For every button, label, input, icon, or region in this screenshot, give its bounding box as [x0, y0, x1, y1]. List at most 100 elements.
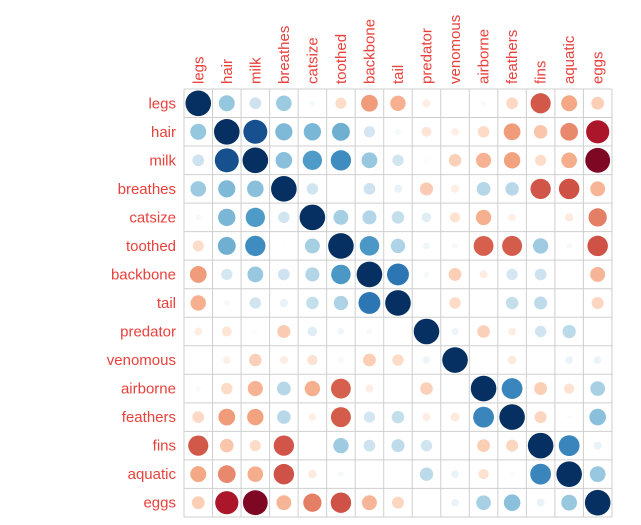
corr-circle-catsize-aquatic: [564, 213, 574, 222]
corr-circle-tail-fins: [534, 296, 548, 310]
row-label-feathers: feathers: [122, 409, 176, 426]
corr-circle-predator-catsize: [307, 326, 318, 337]
corr-circle-aquatic-hair: [217, 465, 236, 484]
corr-circle-eggs-backbone: [361, 495, 377, 511]
corr-circle-breathes-eggs: [590, 181, 606, 197]
row-label-breathes: breathes: [118, 181, 176, 198]
corr-circle-breathes-catsize: [306, 183, 319, 195]
corr-circle-fins-eggs: [593, 441, 602, 450]
corr-circle-toothed-breathes: [282, 244, 286, 248]
corr-circle-breathes-airborne: [476, 181, 491, 196]
corr-circle-legs-airborne: [481, 100, 487, 106]
corr-circle-toothed-fins: [532, 238, 549, 254]
corr-circle-hair-airborne: [477, 126, 490, 138]
corr-circle-eggs-catsize: [303, 493, 322, 512]
corr-circle-feathers-fins: [534, 411, 547, 424]
corr-circle-breathes-aquatic: [558, 178, 580, 200]
column-label-hair: hair: [219, 59, 236, 84]
column-label-backbone: backbone: [361, 19, 378, 84]
corr-circle-tail-feathers: [505, 296, 519, 310]
corr-circle-eggs-venomous: [451, 498, 459, 507]
corr-circle-predator-backbone: [366, 328, 373, 335]
column-label-legs: legs: [190, 56, 207, 84]
corr-circle-aquatic-breathes: [273, 463, 295, 485]
corr-circle-venomous-backbone: [363, 353, 376, 367]
corr-circle-venomous-venomous: [442, 347, 468, 373]
corr-circle-backbone-predator: [423, 271, 430, 278]
corr-circle-fins-hair: [220, 438, 234, 453]
corr-circle-eggs-breathes: [276, 495, 292, 511]
corr-circle-milk-eggs: [585, 147, 611, 173]
correlation-circles: [185, 90, 611, 516]
corr-circle-eggs-fins: [536, 498, 545, 507]
corr-circle-hair-hair: [213, 118, 240, 145]
corr-circle-breathes-toothed: [339, 187, 343, 191]
corr-circle-predator-feathers: [508, 327, 517, 336]
column-label-milk: milk: [247, 57, 264, 84]
corr-circle-legs-feathers: [506, 97, 518, 110]
corr-circle-hair-feathers: [503, 123, 521, 141]
corr-circle-catsize-breathes: [278, 211, 290, 224]
row-label-aquatic: aquatic: [128, 466, 177, 483]
corr-circle-fins-milk: [249, 440, 261, 452]
corr-circle-legs-hair: [218, 95, 235, 112]
corr-circle-catsize-tail: [391, 211, 405, 224]
column-label-toothed: toothed: [333, 34, 350, 84]
row-label-fins: fins: [153, 438, 176, 455]
corr-circle-predator-legs: [194, 327, 203, 336]
corr-circle-breathes-tail: [393, 184, 403, 193]
corr-circle-aquatic-milk: [247, 466, 264, 482]
corr-circle-eggs-airborne: [476, 495, 491, 511]
corr-circle-catsize-toothed: [333, 209, 349, 225]
row-label-eggs: eggs: [143, 495, 176, 512]
corr-circle-predator-aquatic: [562, 324, 576, 339]
corr-circle-eggs-toothed: [330, 492, 352, 513]
corr-circle-fins-airborne: [477, 439, 490, 453]
corr-circle-eggs-hair: [215, 491, 239, 515]
row-label-hair: hair: [151, 124, 176, 141]
corr-circle-tail-tail: [385, 290, 411, 316]
corr-circle-catsize-milk: [245, 207, 265, 228]
corr-circle-aquatic-eggs: [589, 466, 606, 483]
corr-circle-aquatic-feathers: [509, 471, 515, 477]
corr-circle-breathes-legs: [190, 181, 207, 197]
corr-circle-catsize-predator: [421, 212, 432, 223]
corr-circle-fins-predator: [420, 439, 433, 452]
corr-circle-catsize-eggs: [588, 208, 607, 227]
corr-circle-backbone-breathes: [277, 268, 290, 281]
corr-circle-hair-backbone: [363, 126, 376, 138]
corr-circle-feathers-milk: [247, 408, 264, 426]
corr-circle-catsize-backbone: [362, 210, 377, 225]
row-label-legs: legs: [148, 95, 176, 112]
column-label-tail: tail: [390, 65, 407, 84]
corr-circle-airborne-milk: [247, 380, 263, 397]
corr-circle-feathers-tail: [391, 410, 405, 424]
corr-circle-legs-catsize: [309, 100, 316, 107]
corr-circle-toothed-venomous: [452, 243, 458, 249]
corr-circle-feathers-toothed: [330, 407, 351, 428]
corr-circle-legs-toothed: [335, 97, 347, 109]
corr-circle-toothed-backbone: [359, 236, 380, 256]
corr-circle-breathes-fins: [530, 178, 551, 200]
corr-circle-predator-airborne: [477, 325, 490, 338]
corr-circle-tail-milk: [249, 297, 262, 309]
column-label-airborne: airborne: [476, 29, 493, 84]
corr-circle-fins-feathers: [506, 439, 519, 452]
row-label-milk: milk: [149, 152, 176, 169]
column-label-catsize: catsize: [304, 37, 321, 84]
corr-circle-legs-milk: [249, 97, 262, 110]
corr-circle-tail-backbone: [358, 292, 381, 314]
corr-circle-airborne-legs: [195, 386, 201, 392]
corr-circle-airborne-airborne: [470, 375, 497, 402]
corr-circle-tail-catsize: [306, 296, 319, 310]
corr-circle-catsize-venomous: [449, 212, 461, 223]
column-label-eggs: eggs: [590, 51, 607, 84]
corr-circle-aquatic-venomous: [451, 470, 459, 478]
corr-circle-airborne-toothed: [331, 378, 351, 399]
corr-circle-backbone-eggs: [590, 266, 606, 282]
corr-circle-feathers-venomous: [450, 412, 460, 422]
corr-circle-feathers-catsize: [308, 413, 317, 421]
corr-circle-tail-breathes: [279, 298, 288, 308]
corr-circle-legs-tail: [390, 95, 406, 111]
corr-circle-predator-venomous: [451, 327, 459, 336]
